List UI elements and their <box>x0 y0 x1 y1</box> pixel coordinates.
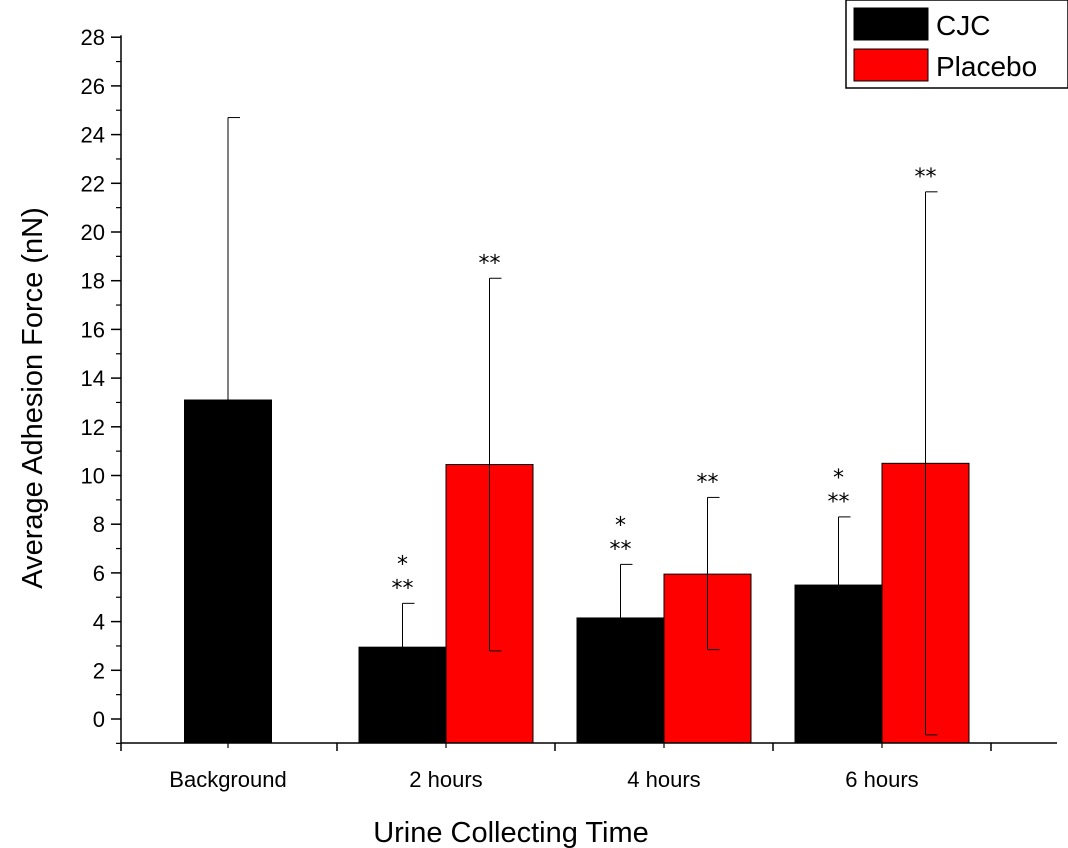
y-tick-label: 16 <box>81 317 105 342</box>
plot-area: ********** ***** <box>184 117 970 744</box>
significance-label: * <box>833 466 844 491</box>
legend-swatch-cjc <box>853 7 929 41</box>
x-axis-title: Urine Collecting Time <box>373 817 649 848</box>
y-tick-label: 26 <box>81 74 105 99</box>
legend-swatch-placebo <box>853 48 929 82</box>
y-tick-label: 6 <box>93 561 105 586</box>
significance-label: ** <box>479 251 501 276</box>
y-tick-label: 24 <box>81 123 105 148</box>
y-tick-label: 20 <box>81 220 105 245</box>
legend-label-cjc: CJC <box>936 10 990 41</box>
bar-cjc <box>184 399 272 744</box>
legend-label-placebo: Placebo <box>936 51 1037 82</box>
y-tick-label: 22 <box>81 171 105 196</box>
y-tick-label: 4 <box>93 610 105 635</box>
y-tick-label: 2 <box>93 658 105 683</box>
bar-cjc <box>794 584 883 744</box>
significance-label: ** <box>392 576 414 601</box>
significance-label: ** <box>697 470 719 495</box>
x-tick-label: Background <box>169 767 286 792</box>
significance-label: * <box>397 552 408 577</box>
y-tick-label: 18 <box>81 269 105 294</box>
y-tick-label: 8 <box>93 512 105 537</box>
y-tick-label: 28 <box>81 25 105 50</box>
bar-cjc <box>358 646 447 744</box>
y-axis-title: Average Adhesion Force (nN) <box>17 207 49 589</box>
y-tick-label: 12 <box>81 415 105 440</box>
y-tick-label: 10 <box>81 464 105 489</box>
x-axis: Background 2 hours 4 hours 6 hours <box>120 742 1057 792</box>
x-tick-label: 4 hours <box>627 767 700 792</box>
legend: CJC Placebo <box>845 0 1068 89</box>
significance-label: ** <box>915 165 937 190</box>
x-tick-label: 6 hours <box>845 767 918 792</box>
y-tick-label: 0 <box>93 707 105 732</box>
x-tick-label: 2 hours <box>409 767 482 792</box>
significance-label: * <box>615 513 626 538</box>
y-tick-label: 14 <box>81 366 105 391</box>
bar-cjc <box>576 617 665 744</box>
significance-label: ** <box>610 537 632 562</box>
significance-label: ** <box>828 490 850 515</box>
